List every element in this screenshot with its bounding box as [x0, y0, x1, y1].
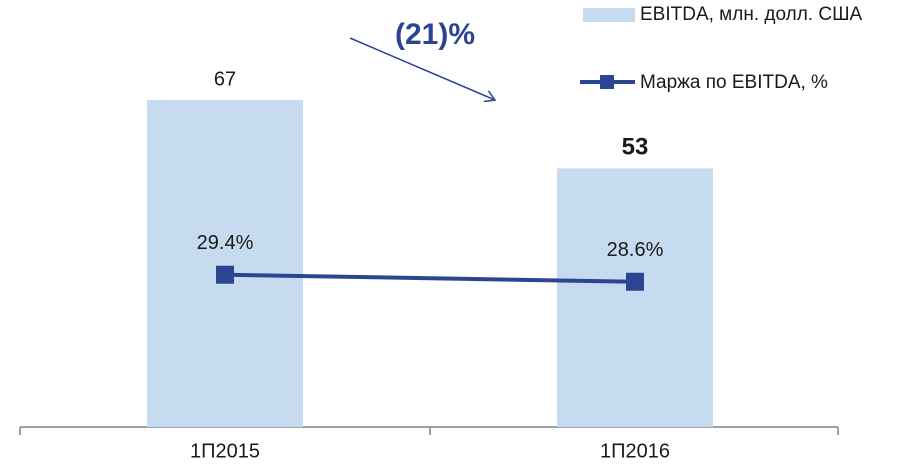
x-tick-label: 1П2015 — [190, 440, 260, 462]
bar — [147, 100, 303, 427]
annotation-arrow — [349, 37, 495, 100]
line-value-label: 28.6% — [607, 239, 664, 261]
bar-value-label: 67 — [214, 68, 236, 90]
legend-bar-swatch — [583, 8, 635, 22]
bar — [557, 168, 713, 428]
x-tick-label: 1П2016 — [600, 440, 670, 462]
legend-label: Маржа по EBITDA, % — [640, 72, 828, 93]
legend-entry: EBITDA, млн. долл. США — [640, 4, 863, 25]
line-marker — [216, 265, 234, 284]
annotation: (21)% — [395, 18, 475, 51]
line — [224, 272, 636, 284]
line-marker — [626, 272, 644, 291]
legend-label: EBITDA, млн. долл. США — [640, 4, 863, 25]
legend-line-marker — [600, 75, 614, 89]
bar-value-label: 53 — [622, 134, 649, 161]
line-value-label: 29.4% — [197, 232, 254, 254]
